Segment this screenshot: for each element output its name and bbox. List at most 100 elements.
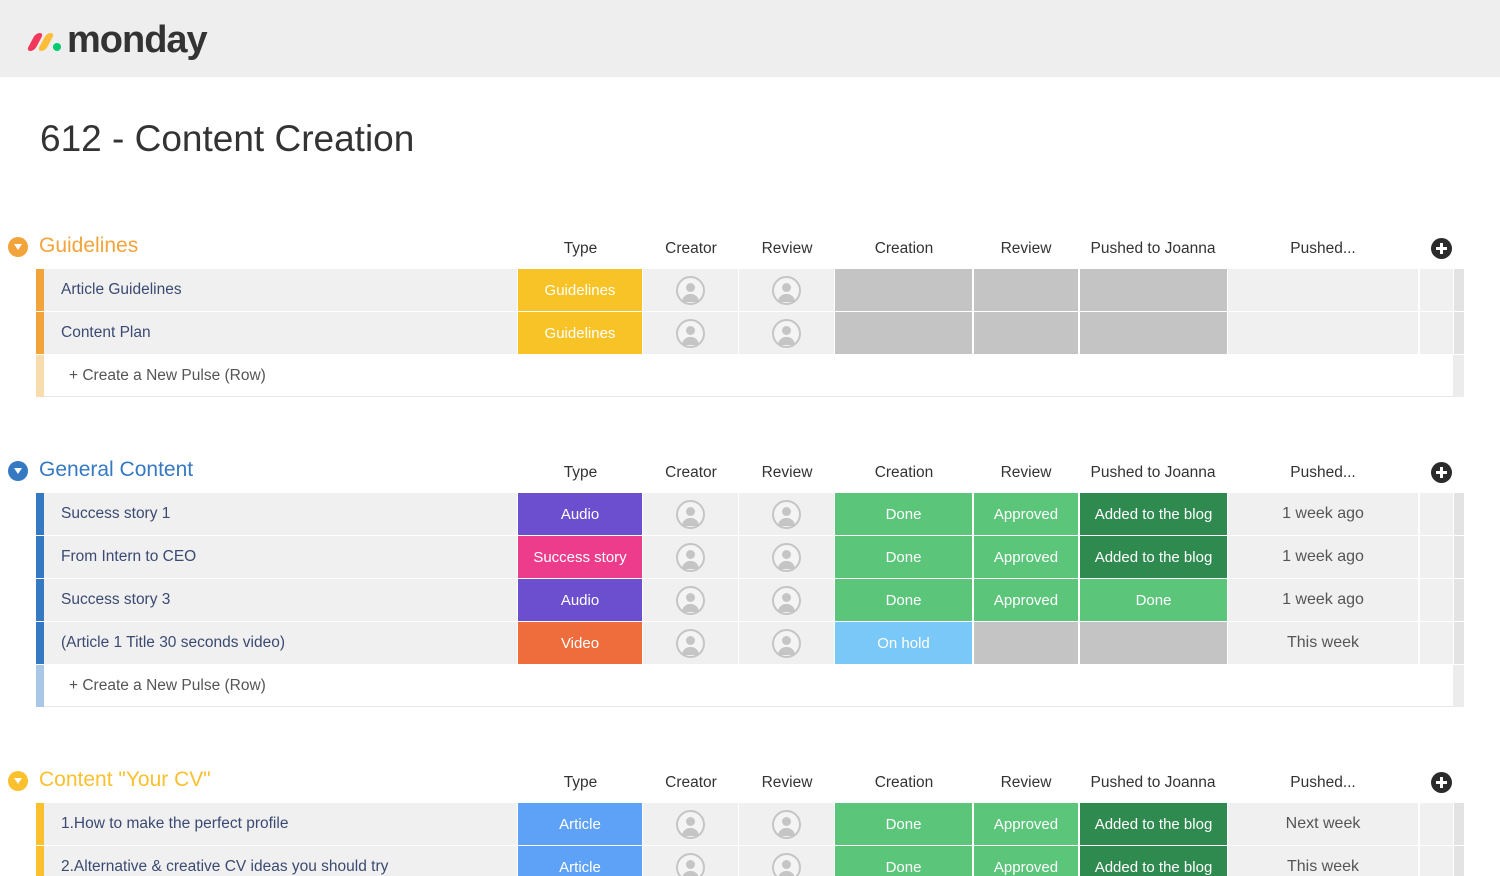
row-name[interactable]: (Article 1 Title 30 seconds video) bbox=[61, 634, 285, 651]
creation-status-cell[interactable]: On hold bbox=[835, 622, 972, 664]
row-name-cell[interactable]: (Article 1 Title 30 seconds video) bbox=[44, 622, 517, 664]
table-row[interactable]: 1.How to make the perfect profile Articl… bbox=[0, 803, 1500, 846]
creation-status-cell[interactable]: Done bbox=[835, 493, 972, 535]
reviewer-cell[interactable] bbox=[739, 269, 834, 311]
pushed-joanna-cell[interactable] bbox=[1080, 622, 1227, 664]
reviewer-cell[interactable] bbox=[739, 846, 834, 876]
column-header-type[interactable]: Type bbox=[563, 774, 598, 791]
row-name[interactable]: 2.Alternative & creative CV ideas you sh… bbox=[61, 858, 389, 875]
creator-cell[interactable] bbox=[643, 622, 738, 664]
pushed-joanna-cell[interactable]: Done bbox=[1080, 579, 1227, 621]
column-header-pushed[interactable]: Pushed... bbox=[1290, 240, 1356, 257]
group-title[interactable]: Guidelines bbox=[39, 234, 139, 257]
group-title[interactable]: General Content bbox=[39, 458, 194, 481]
row-name-cell[interactable]: From Intern to CEO bbox=[44, 536, 517, 578]
review-status-cell[interactable]: Approved bbox=[974, 536, 1078, 578]
reviewer-cell[interactable] bbox=[739, 536, 834, 578]
column-header-creator[interactable]: Creator bbox=[665, 774, 717, 791]
creation-status-cell[interactable]: Done bbox=[835, 846, 972, 876]
row-name-cell[interactable]: Success story 3 bbox=[44, 579, 517, 621]
column-header-review-status[interactable]: Review bbox=[1000, 240, 1052, 257]
row-name[interactable]: Success story 1 bbox=[61, 505, 171, 522]
add-column-icon[interactable] bbox=[1431, 238, 1452, 259]
creator-cell[interactable] bbox=[643, 803, 738, 845]
create-pulse-row[interactable]: + Create a New Pulse (Row) bbox=[0, 355, 1500, 399]
creation-status-cell[interactable] bbox=[835, 269, 972, 311]
table-row[interactable]: 2.Alternative & creative CV ideas you sh… bbox=[0, 846, 1500, 876]
row-name-cell[interactable]: Article Guidelines bbox=[44, 269, 517, 311]
column-header-pushed-to-joanna[interactable]: Pushed to Joanna bbox=[1090, 464, 1216, 481]
type-cell[interactable]: Guidelines bbox=[518, 269, 642, 311]
type-cell[interactable]: Article bbox=[518, 803, 642, 845]
column-header-review-person[interactable]: Review bbox=[761, 240, 813, 257]
table-row[interactable]: Content Plan Guidelines bbox=[0, 312, 1500, 355]
collapse-group-icon[interactable] bbox=[8, 461, 28, 481]
column-header-creator[interactable]: Creator bbox=[665, 240, 717, 257]
add-column-icon[interactable] bbox=[1431, 772, 1452, 793]
row-name[interactable]: Success story 3 bbox=[61, 591, 171, 608]
pushed-joanna-cell[interactable]: Added to the blog bbox=[1080, 803, 1227, 845]
pushed-time-cell[interactable]: 1 week ago bbox=[1228, 536, 1418, 578]
table-row[interactable]: (Article 1 Title 30 seconds video) Video… bbox=[0, 622, 1500, 665]
pushed-time-cell[interactable]: 1 week ago bbox=[1228, 493, 1418, 535]
reviewer-cell[interactable] bbox=[739, 312, 834, 354]
pushed-joanna-cell[interactable] bbox=[1080, 312, 1227, 354]
pushed-time-cell[interactable]: This week bbox=[1228, 846, 1418, 876]
row-name-cell[interactable]: Success story 1 bbox=[44, 493, 517, 535]
reviewer-cell[interactable] bbox=[739, 579, 834, 621]
table-row[interactable]: Success story 1 Audio Done Approved Adde… bbox=[0, 493, 1500, 536]
creation-status-cell[interactable] bbox=[835, 312, 972, 354]
column-header-pushed-to-joanna[interactable]: Pushed to Joanna bbox=[1090, 240, 1216, 257]
pushed-time-cell[interactable] bbox=[1228, 312, 1418, 354]
creator-cell[interactable] bbox=[643, 493, 738, 535]
creator-cell[interactable] bbox=[643, 536, 738, 578]
reviewer-cell[interactable] bbox=[739, 493, 834, 535]
creator-cell[interactable] bbox=[643, 312, 738, 354]
row-name[interactable]: Article Guidelines bbox=[61, 281, 182, 298]
column-header-review-person[interactable]: Review bbox=[761, 464, 813, 481]
pushed-time-cell[interactable]: This week bbox=[1228, 622, 1418, 664]
pushed-joanna-cell[interactable] bbox=[1080, 269, 1227, 311]
column-header-pushed-to-joanna[interactable]: Pushed to Joanna bbox=[1090, 774, 1216, 791]
type-cell[interactable]: Audio bbox=[518, 579, 642, 621]
column-header-creation[interactable]: Creation bbox=[874, 240, 934, 257]
reviewer-cell[interactable] bbox=[739, 622, 834, 664]
table-row[interactable]: Success story 3 Audio Done Approved Done… bbox=[0, 579, 1500, 622]
creation-status-cell[interactable]: Done bbox=[835, 803, 972, 845]
type-cell[interactable]: Article bbox=[518, 846, 642, 876]
column-header-creation[interactable]: Creation bbox=[874, 464, 934, 481]
row-name[interactable]: 1.How to make the perfect profile bbox=[61, 815, 289, 832]
type-cell[interactable]: Success story bbox=[518, 536, 642, 578]
create-pulse-input[interactable]: + Create a New Pulse (Row) bbox=[44, 665, 1453, 707]
group-title[interactable]: Content "Your CV" bbox=[39, 768, 211, 791]
create-pulse-label[interactable]: + Create a New Pulse (Row) bbox=[69, 677, 266, 694]
row-name-cell[interactable]: 2.Alternative & creative CV ideas you sh… bbox=[44, 846, 517, 876]
create-pulse-input[interactable]: + Create a New Pulse (Row) bbox=[44, 355, 1453, 397]
row-name[interactable]: Content Plan bbox=[61, 324, 151, 341]
pushed-joanna-cell[interactable]: Added to the blog bbox=[1080, 536, 1227, 578]
row-name-cell[interactable]: Content Plan bbox=[44, 312, 517, 354]
pushed-time-cell[interactable] bbox=[1228, 269, 1418, 311]
column-header-type[interactable]: Type bbox=[563, 464, 598, 481]
monday-logo[interactable]: monday bbox=[25, 18, 208, 62]
type-cell[interactable]: Audio bbox=[518, 493, 642, 535]
pushed-time-cell[interactable]: 1 week ago bbox=[1228, 579, 1418, 621]
table-row[interactable]: From Intern to CEO Success story Done Ap… bbox=[0, 536, 1500, 579]
column-header-pushed[interactable]: Pushed... bbox=[1290, 774, 1356, 791]
column-header-review-person[interactable]: Review bbox=[761, 774, 813, 791]
review-status-cell[interactable] bbox=[974, 622, 1078, 664]
column-header-review-status[interactable]: Review bbox=[1000, 464, 1052, 481]
collapse-group-icon[interactable] bbox=[8, 771, 28, 791]
column-header-creation[interactable]: Creation bbox=[874, 774, 934, 791]
review-status-cell[interactable]: Approved bbox=[974, 579, 1078, 621]
pushed-time-cell[interactable]: Next week bbox=[1228, 803, 1418, 845]
pushed-joanna-cell[interactable]: Added to the blog bbox=[1080, 493, 1227, 535]
column-header-pushed[interactable]: Pushed... bbox=[1290, 464, 1356, 481]
table-row[interactable]: Article Guidelines Guidelines bbox=[0, 269, 1500, 312]
column-header-type[interactable]: Type bbox=[563, 240, 598, 257]
collapse-group-icon[interactable] bbox=[8, 237, 28, 257]
pushed-joanna-cell[interactable]: Added to the blog bbox=[1080, 846, 1227, 876]
row-name-cell[interactable]: 1.How to make the perfect profile bbox=[44, 803, 517, 845]
creator-cell[interactable] bbox=[643, 579, 738, 621]
column-header-review-status[interactable]: Review bbox=[1000, 774, 1052, 791]
